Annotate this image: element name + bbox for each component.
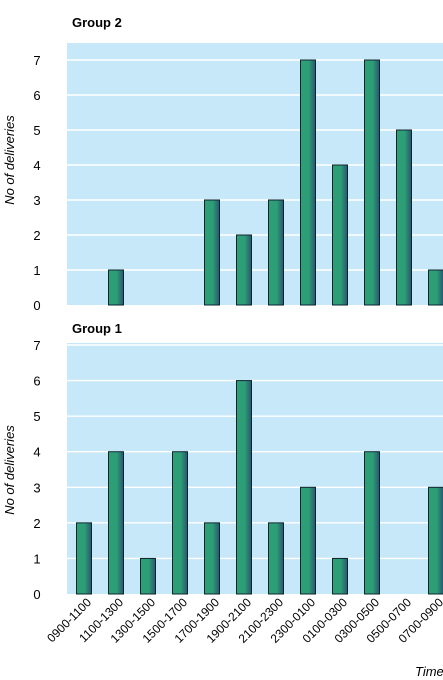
bar — [332, 164, 348, 306]
y-tick-label: 7 — [33, 338, 40, 353]
bar — [236, 234, 252, 306]
y-tick-label: 1 — [33, 551, 40, 566]
bar — [268, 522, 284, 595]
y-tick-label: 5 — [33, 409, 40, 424]
bar — [108, 451, 124, 595]
plot-area — [67, 343, 443, 594]
chart-panel-group-1: Group 1 No of deliveries 0 1 2 3 4 5 6 7 0900-1… — [2, 321, 443, 646]
bar — [140, 557, 156, 595]
bar — [332, 557, 348, 595]
bar — [428, 269, 443, 306]
bar — [204, 199, 220, 306]
bar — [172, 451, 188, 595]
bar — [396, 129, 412, 306]
x-tick-labels: 0900-11001100-13001300-15001500-17001700… — [44, 595, 443, 646]
bar — [428, 486, 443, 595]
y-tick-labels: 0 1 2 3 4 5 6 7 — [33, 338, 40, 602]
bars — [76, 380, 443, 595]
y-axis-label: No of deliveries — [2, 425, 17, 515]
y-tick-labels: 0 1 2 3 4 5 6 7 — [33, 53, 40, 313]
y-tick-label: 5 — [33, 123, 40, 138]
bar — [204, 522, 220, 595]
y-tick-label: 6 — [33, 88, 40, 103]
bar — [108, 269, 124, 306]
bar — [300, 59, 316, 306]
bars — [108, 59, 443, 306]
bar — [268, 199, 284, 306]
chart-panel-group-2: Group 2 No of deliveries 0 1 2 3 4 5 6 7 — [2, 15, 443, 313]
y-tick-label: 2 — [33, 228, 40, 243]
y-tick-label: 6 — [33, 374, 40, 389]
bar — [364, 451, 380, 595]
y-tick-label: 2 — [33, 516, 40, 531]
bar — [364, 59, 380, 306]
y-axis-label: No of deliveries — [2, 115, 17, 205]
y-tick-label: 1 — [33, 263, 40, 278]
bar — [300, 486, 316, 595]
bar — [76, 522, 92, 595]
y-tick-label: 4 — [33, 445, 40, 460]
chart-title: Group 1 — [72, 321, 122, 336]
y-tick-label: 3 — [33, 193, 40, 208]
plot-area — [67, 43, 443, 305]
gridlines — [67, 59, 443, 271]
y-tick-label: 4 — [33, 158, 40, 173]
y-tick-label: 7 — [33, 53, 40, 68]
bar — [236, 380, 252, 595]
chart-title: Group 2 — [72, 15, 122, 30]
y-tick-label: 3 — [33, 480, 40, 495]
y-tick-label: 0 — [33, 587, 40, 602]
y-tick-label: 0 — [33, 298, 40, 313]
x-axis-label: Time — [415, 664, 443, 679]
gridlines — [67, 344, 443, 560]
